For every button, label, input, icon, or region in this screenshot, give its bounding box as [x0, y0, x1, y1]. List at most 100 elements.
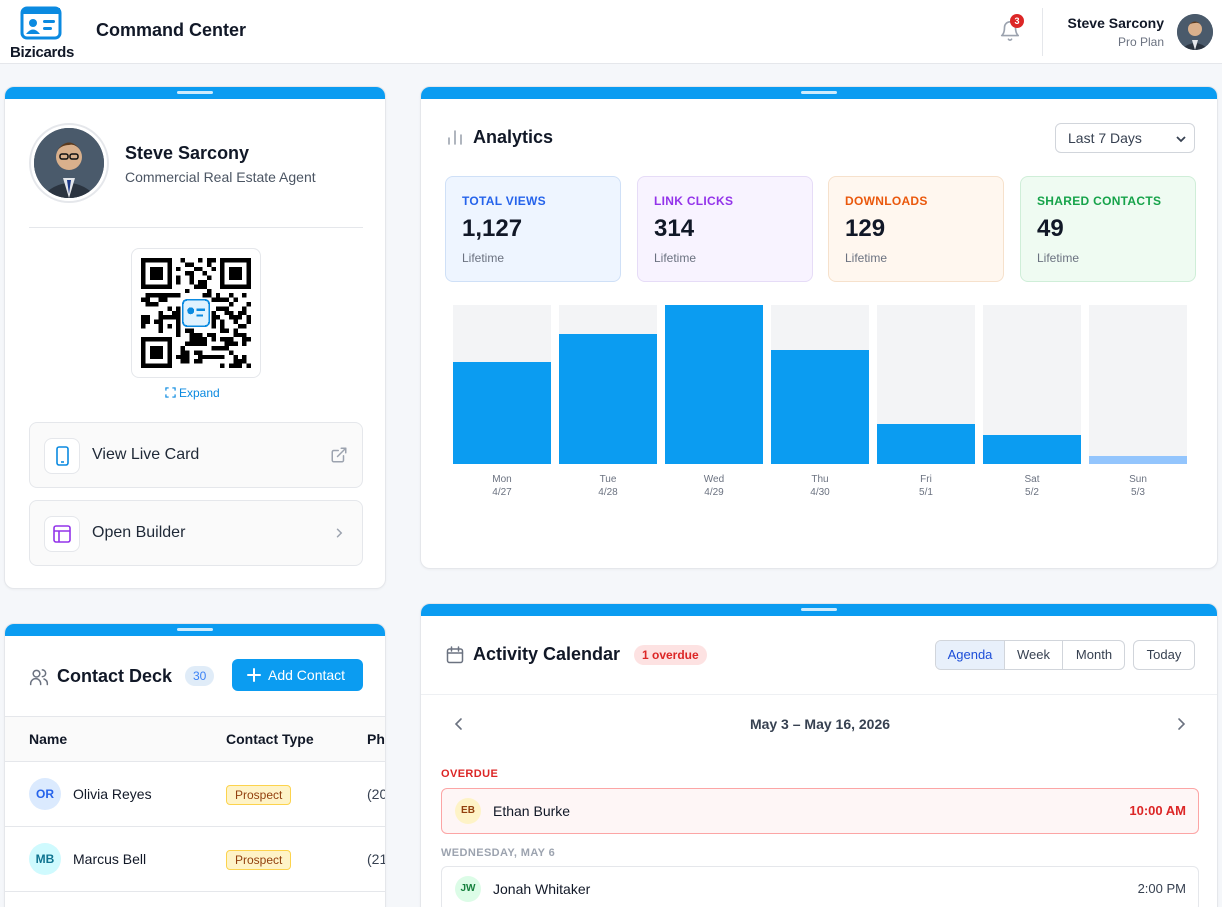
contact-avatar: OR — [29, 778, 61, 810]
contact-type-badge: Prospect — [226, 785, 292, 805]
layout-icon — [44, 516, 80, 552]
bar-track — [665, 305, 763, 464]
bar[interactable] — [559, 334, 657, 464]
divider — [421, 694, 1217, 695]
view-week-button[interactable]: Week — [1005, 641, 1063, 669]
column-header-name[interactable]: Name — [29, 731, 68, 747]
chevron-right-icon[interactable] — [1173, 716, 1189, 732]
x-tick-day: Wed — [703, 474, 725, 485]
chevron-left-icon[interactable] — [451, 716, 467, 732]
x-tick-date: 4/28 — [598, 487, 618, 498]
stat-label: TOTAL VIEWS — [462, 194, 546, 208]
expand-qr-button[interactable]: Expand — [165, 386, 220, 400]
open-builder-button[interactable]: Open Builder — [29, 500, 363, 566]
profile-name: Steve Sarcony — [125, 143, 250, 163]
bar-track — [1089, 305, 1187, 464]
contact-count-badge: 30 — [185, 666, 215, 686]
view-month-button[interactable]: Month — [1075, 647, 1113, 662]
stat-tile-shared-contacts: SHARED CONTACTS 49 Lifetime — [1020, 176, 1196, 282]
bar[interactable] — [665, 305, 763, 464]
qr-code[interactable] — [131, 248, 261, 378]
bar[interactable] — [453, 362, 551, 464]
card-drag-handle[interactable] — [5, 624, 385, 636]
notification-badge: 3 — [1010, 14, 1024, 28]
card-drag-handle[interactable] — [5, 87, 385, 99]
activity-calendar-card: Activity Calendar 1 overdue Agenda Week … — [420, 603, 1218, 907]
action-label: View Live Card — [92, 446, 200, 463]
grip — [801, 608, 837, 611]
action-label: Open Builder — [92, 524, 186, 541]
date-range-select[interactable]: Last 7 Days — [1055, 123, 1195, 153]
section-title: Contact Deck — [57, 666, 173, 686]
bar[interactable] — [877, 424, 975, 464]
bar-chart-icon — [448, 130, 462, 145]
stat-value: 129 — [845, 215, 886, 242]
contact-name: Marcus Bell — [73, 851, 147, 867]
x-tick-date: 5/1 — [919, 487, 933, 498]
profile-avatar — [29, 123, 109, 203]
profile-card: Steve Sarcony Commercial Real Estate Age… — [4, 86, 386, 589]
profile-role: Commercial Real Estate Agent — [125, 169, 316, 185]
event-avatar: JW — [455, 876, 481, 902]
bar-track — [983, 305, 1081, 464]
view-agenda-button[interactable]: Agenda — [936, 641, 1005, 669]
card-drag-handle[interactable] — [421, 87, 1217, 99]
x-tick-date: 5/2 — [1025, 487, 1039, 498]
expand-icon — [165, 387, 176, 398]
page-title: Command Center — [96, 20, 247, 40]
agenda-section-label: OVERDUE — [441, 768, 499, 780]
user-plan: Pro Plan — [1117, 35, 1164, 49]
add-contact-button[interactable]: Add Contact — [232, 659, 363, 691]
x-tick-label: Mon 4/27 — [453, 473, 551, 499]
grip — [177, 91, 213, 94]
contact-avatar: MB — [29, 843, 61, 875]
table-header: Name Contact Type Phone — [5, 716, 385, 762]
bar[interactable] — [983, 435, 1081, 464]
contact-deck-card: Contact Deck 30 Add Contact Name Contact… — [4, 623, 386, 907]
logo-text: Bizicards — [10, 44, 74, 61]
profile-photo — [34, 128, 104, 198]
users-icon — [29, 669, 49, 686]
x-tick-day: Tue — [599, 474, 617, 485]
user-name[interactable]: Steve Sarcony — [1067, 15, 1165, 31]
x-tick-date: 4/29 — [704, 487, 724, 498]
bar-track — [877, 305, 975, 464]
divider — [29, 227, 363, 228]
expand-label: Expand — [179, 386, 220, 400]
add-contact-label: Add Contact — [268, 667, 346, 683]
card-logo-icon — [20, 6, 62, 40]
stat-subtitle: Lifetime — [654, 251, 697, 265]
stat-label: LINK CLICKS — [654, 194, 734, 208]
stat-tile-downloads: DOWNLOADS 129 Lifetime — [828, 176, 1004, 282]
section-title: Activity Calendar — [473, 644, 621, 664]
stat-value: 1,127 — [462, 215, 523, 242]
avatar[interactable] — [1177, 14, 1213, 50]
x-tick-label: Sat 5/2 — [983, 473, 1081, 499]
view-toggle-group: Agenda Week Month — [935, 640, 1125, 670]
x-tick-label: Sun 5/3 — [1089, 473, 1187, 499]
card-drag-handle[interactable] — [421, 604, 1217, 616]
bar[interactable] — [1089, 456, 1187, 464]
user-photo-icon — [34, 128, 104, 198]
table-row[interactable]: OR Olivia Reyes Prospect (20 — [5, 762, 385, 827]
today-button[interactable]: Today — [1133, 640, 1195, 670]
bar[interactable] — [771, 350, 869, 464]
column-header-contact-type[interactable]: Contact Type — [226, 731, 314, 747]
logo[interactable]: Bizicards — [8, 4, 80, 61]
x-tick-label: Tue 4/28 — [559, 473, 657, 499]
analytics-card: Analytics Last 7 Days Mon 4/27 Tue 4/28 Wed 4… — [420, 86, 1218, 569]
table-row[interactable]: MB Marcus Bell Prospect (21 — [5, 827, 385, 892]
agenda-event[interactable]: JW Jonah Whitaker 2:00 PM — [441, 866, 1199, 907]
column-header-phone[interactable]: Phone — [367, 731, 385, 747]
stat-label: DOWNLOADS — [845, 194, 928, 208]
stat-tile-total-views: TOTAL VIEWS 1,127 Lifetime — [445, 176, 621, 282]
selected-range: Last 7 Days — [1068, 130, 1142, 146]
view-live-card-button[interactable]: View Live Card — [29, 422, 363, 488]
stat-value: 49 — [1037, 215, 1064, 242]
contact-type-badge: Prospect — [226, 850, 292, 870]
event-name: Ethan Burke — [493, 803, 571, 819]
top-bar: Bizicards Command Center 3 Steve Sarcony… — [0, 0, 1222, 64]
agenda-event[interactable]: EB Ethan Burke 10:00 AM — [441, 788, 1199, 834]
grip — [177, 628, 213, 631]
x-tick-label: Wed 4/29 — [665, 473, 763, 499]
